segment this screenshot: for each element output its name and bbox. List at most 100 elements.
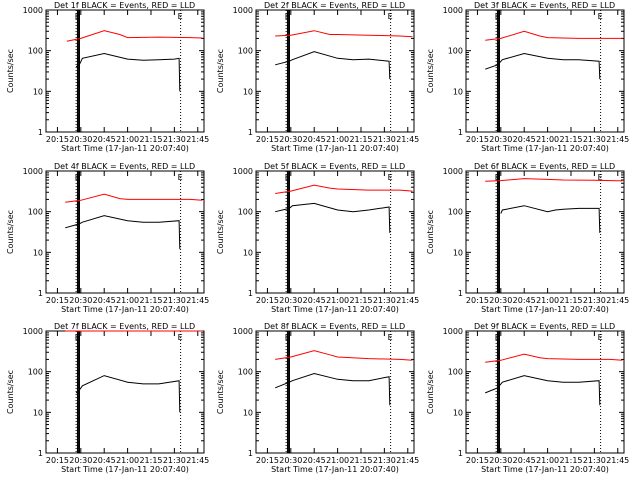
y-tick-label: 100 (238, 368, 253, 377)
series-red-line (485, 178, 623, 182)
y-tick-label: 1000 (23, 6, 43, 15)
series-black-line (275, 372, 391, 406)
e-marker-label: E (178, 173, 183, 182)
x-tick-label: 21:45 (186, 135, 209, 144)
x-tick-label: 21:30 (373, 135, 396, 144)
x-tick-label: 20:15 (46, 456, 69, 465)
x-tick-label: 21:45 (606, 296, 629, 305)
x-tick-label: 21:45 (606, 456, 629, 465)
x-tick-label: 21:15 (559, 135, 582, 144)
series-red-line (275, 30, 413, 38)
x-tick-label: 21:30 (583, 456, 606, 465)
e-marker-label: E (178, 333, 183, 342)
panel-7: Det 7f BLACK = Events, RED = LLD Counts/s… (6, 322, 209, 474)
x-tick-label: 21:45 (396, 296, 419, 305)
panel-8: Det 8f BLACK = Events, RED = LLD Counts/s… (216, 322, 419, 474)
e-marker-label: E (598, 173, 603, 182)
panel-title: Det 1f BLACK = Events, RED = LLD (54, 1, 195, 10)
x-tick-label: 20:45 (93, 135, 116, 144)
e-marker-label: E (75, 173, 80, 182)
y-tick-label: 10 (453, 87, 463, 96)
y-tick-label: 1000 (233, 6, 253, 15)
y-tick-label: 10 (33, 248, 43, 257)
e-marker-label: E (598, 12, 603, 21)
e-marker-label: E (495, 333, 500, 342)
panel-6: Det 6f BLACK = Events, RED = LLD Counts/s… (426, 162, 629, 314)
y-tick-label: 10 (453, 248, 463, 257)
e-marker-label: E (495, 12, 500, 21)
series-red-line (485, 30, 623, 41)
series-red-line (275, 184, 413, 194)
y-axis-label: Counts/sec (426, 49, 435, 93)
y-tick-label: 100 (448, 208, 463, 217)
plot-frame (45, 9, 205, 133)
x-tick-label: 20:30 (489, 296, 512, 305)
panel-title: Det 5f BLACK = Events, RED = LLD (264, 162, 405, 171)
x-tick-label: 20:15 (256, 456, 279, 465)
y-tick-label: 1000 (443, 6, 463, 15)
x-tick-label: 21:00 (326, 296, 349, 305)
y-tick-label: 10 (453, 408, 463, 417)
x-tick-label: 20:30 (69, 456, 92, 465)
y-axis-label: Counts/sec (216, 49, 225, 93)
x-tick-label: 21:45 (186, 296, 209, 305)
plot-frame (465, 9, 625, 133)
y-tick-label: 1 (248, 289, 253, 298)
x-tick-label: 21:00 (116, 296, 139, 305)
x-tick-label: 20:15 (256, 296, 279, 305)
panel-title: Det 7f BLACK = Events, RED = LLD (54, 322, 195, 331)
series-red-line (66, 30, 203, 42)
y-tick-label: 10 (33, 87, 43, 96)
panel-3: Det 3f BLACK = Events, RED = LLD Counts/s… (426, 1, 629, 153)
x-tick-label: 21:45 (396, 456, 419, 465)
x-tick-label: 20:45 (303, 296, 326, 305)
e-marker-label: E (285, 173, 290, 182)
x-tick-label: 20:30 (279, 135, 302, 144)
e-marker-label: E (178, 12, 183, 21)
x-tick-label: 21:00 (116, 456, 139, 465)
x-tick-label: 20:45 (513, 296, 536, 305)
x-tick-label: 21:30 (163, 135, 186, 144)
y-axis-label: Counts/sec (6, 210, 15, 254)
y-tick-label: 1 (458, 128, 463, 137)
x-tick-label: 21:30 (163, 456, 186, 465)
x-tick-label: 20:45 (303, 456, 326, 465)
y-tick-label: 1000 (233, 327, 253, 336)
panel-5: Det 5f BLACK = Events, RED = LLD Counts/s… (216, 162, 419, 314)
x-tick-label: 20:30 (489, 456, 512, 465)
y-tick-label: 10 (243, 408, 253, 417)
y-axis-label: Counts/sec (426, 210, 435, 254)
x-tick-label: 21:00 (536, 456, 559, 465)
series-black-line (275, 51, 391, 80)
x-tick-label: 21:15 (559, 456, 582, 465)
panel-title: Det 4f BLACK = Events, RED = LLD (54, 162, 195, 171)
panel-title: Det 8f BLACK = Events, RED = LLD (264, 322, 405, 331)
y-tick-label: 1000 (443, 327, 463, 336)
x-tick-label: 20:30 (279, 296, 302, 305)
x-tick-label: 21:15 (139, 456, 162, 465)
y-tick-label: 100 (28, 368, 43, 377)
y-axis-label: Counts/sec (426, 370, 435, 414)
panel-title: Det 9f BLACK = Events, RED = LLD (474, 322, 615, 331)
panel-2: Det 2f BLACK = Events, RED = LLD Counts/s… (216, 1, 419, 153)
panel-title: Det 3f BLACK = Events, RED = LLD (474, 1, 615, 10)
x-axis-label: Start Time (17-Jan-11 20:07:40) (61, 465, 189, 474)
x-tick-label: 21:00 (326, 135, 349, 144)
y-tick-label: 100 (28, 208, 43, 217)
x-tick-label: 21:00 (326, 456, 349, 465)
x-tick-label: 20:15 (256, 135, 279, 144)
plot-frame (465, 170, 625, 294)
series-red-line (65, 193, 203, 203)
x-tick-label: 20:45 (93, 296, 116, 305)
x-tick-label: 21:30 (373, 296, 396, 305)
y-tick-label: 10 (243, 248, 253, 257)
x-tick-label: 21:15 (349, 456, 372, 465)
series-black-line (275, 202, 391, 233)
y-tick-label: 1000 (23, 327, 43, 336)
y-axis-label: Counts/sec (216, 210, 225, 254)
x-tick-label: 21:15 (349, 296, 372, 305)
plot-frame (255, 330, 415, 454)
x-tick-label: 21:15 (349, 135, 372, 144)
